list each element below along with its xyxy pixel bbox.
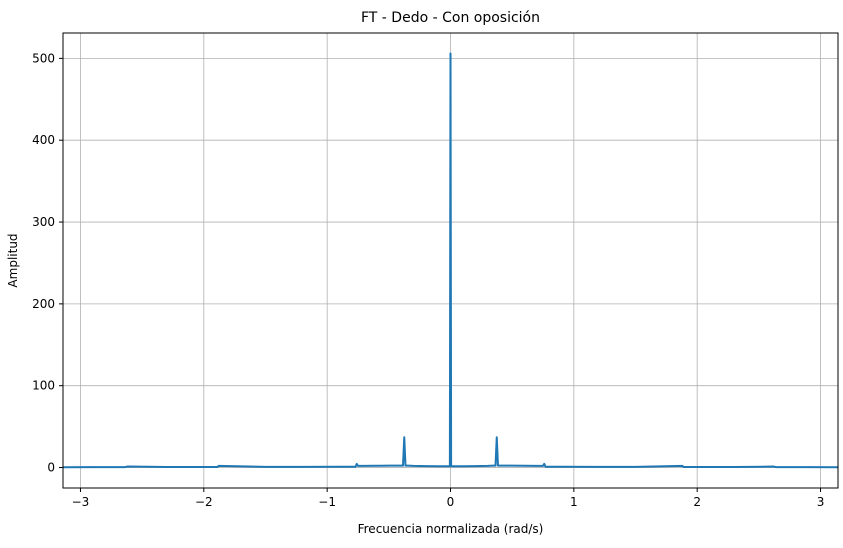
y-tick-label: 500 bbox=[32, 51, 55, 65]
x-axis-label: Frecuencia normalizada (rad/s) bbox=[358, 522, 544, 536]
x-tick-label: 1 bbox=[570, 495, 578, 509]
y-tick-label: 0 bbox=[47, 461, 55, 475]
x-tick-label: 0 bbox=[447, 495, 455, 509]
series-line bbox=[63, 52, 838, 469]
chart-title: FT - Dedo - Con oposición bbox=[361, 10, 540, 26]
x-tick-label: −2 bbox=[195, 495, 213, 509]
x-tick-label: −1 bbox=[318, 495, 336, 509]
ticks: −3 −2 −1 0 1 2 3 0 100 200 300 400 500 bbox=[32, 51, 824, 509]
x-tick-label: 3 bbox=[817, 495, 825, 509]
y-tick-label: 200 bbox=[32, 297, 55, 311]
y-tick-label: 400 bbox=[32, 133, 55, 147]
y-tick-label: 300 bbox=[32, 215, 55, 229]
y-axis-label: Amplitud bbox=[6, 233, 20, 287]
x-tick-label: −3 bbox=[72, 495, 90, 509]
series-layer bbox=[63, 52, 838, 469]
x-tick-label: 2 bbox=[693, 495, 701, 509]
y-tick-label: 100 bbox=[32, 379, 55, 393]
